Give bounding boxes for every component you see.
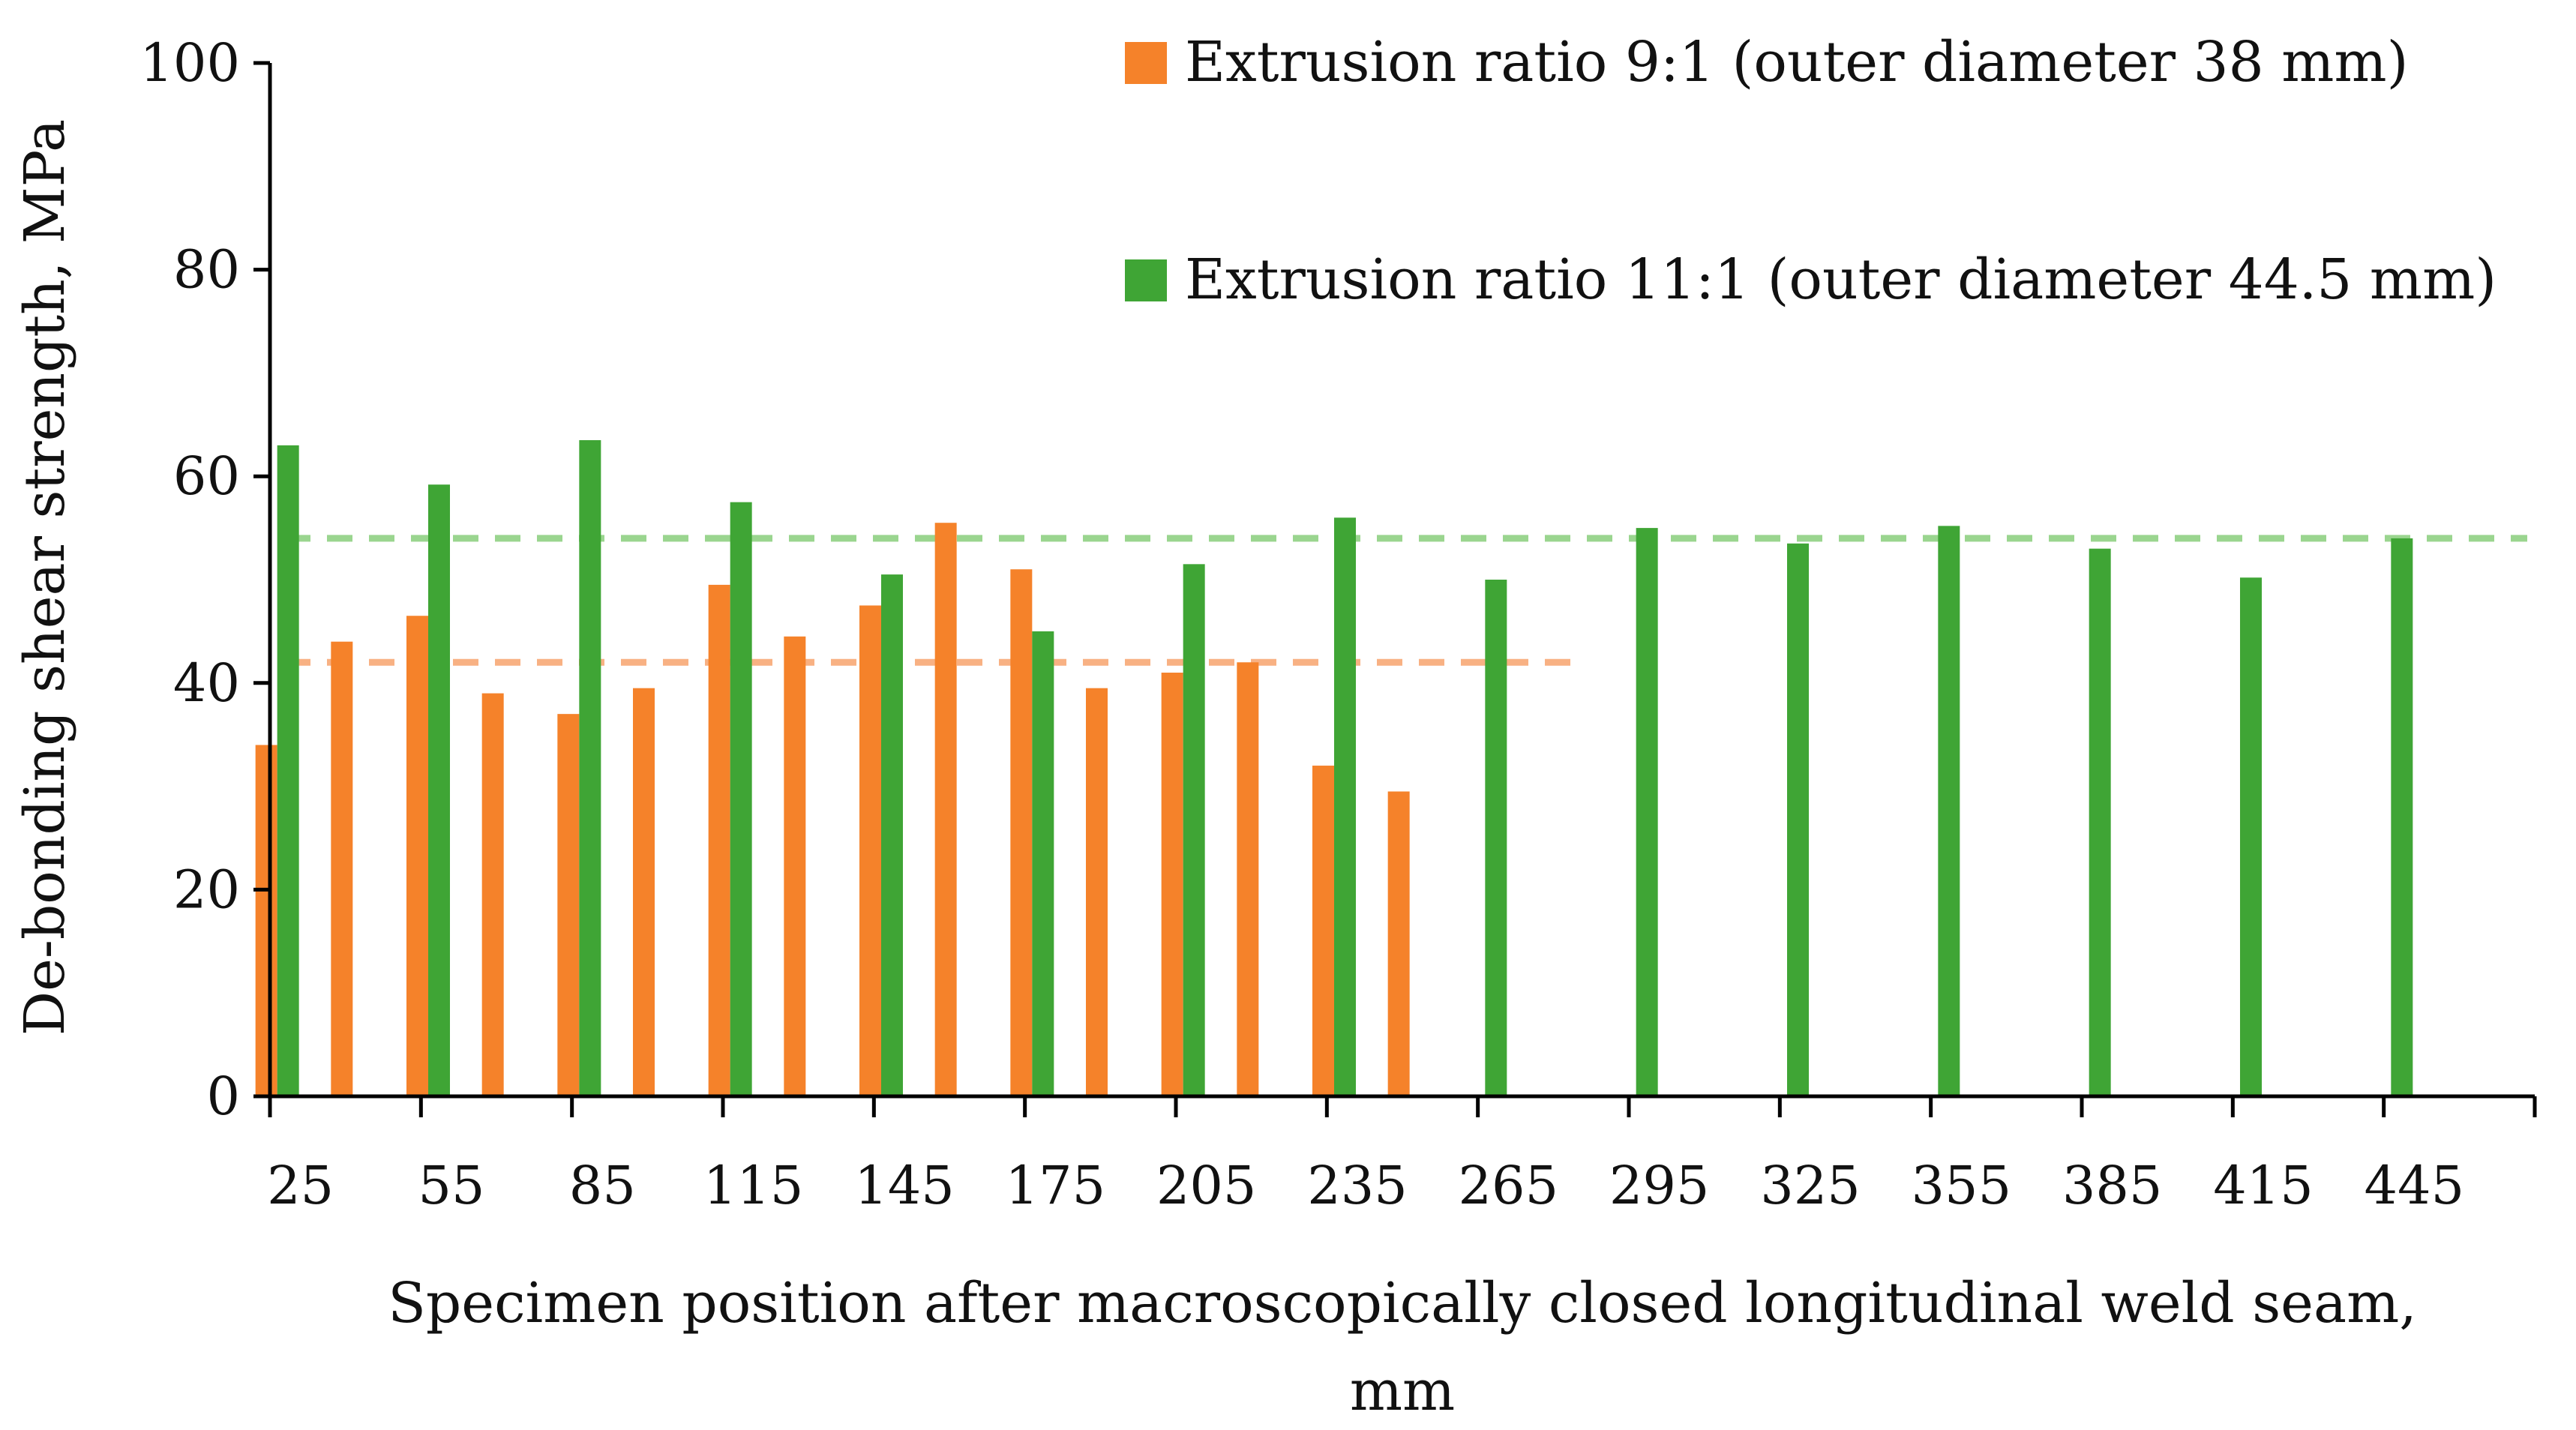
bar-ratio-11-1 [1787, 543, 1809, 1096]
bar-ratio-9-1 [1237, 662, 1259, 1096]
bar-ratio-9-1 [633, 688, 655, 1096]
bar-ratio-9-1 [557, 714, 580, 1096]
x-tick-label: 205 [1156, 1155, 1257, 1216]
legend: Extrusion ratio 9:1 (outer diameter 38 m… [1125, 30, 2497, 312]
x-axis-title-line2: mm [1350, 1359, 1455, 1423]
bar-ratio-11-1 [1938, 526, 1960, 1096]
x-axis-title-line1: Specimen position after macroscopically … [388, 1271, 2417, 1336]
bar-ratio-9-1 [784, 636, 806, 1096]
x-tick-label: 325 [1760, 1155, 1861, 1216]
bar-ratio-11-1 [2391, 538, 2413, 1096]
bar-ratio-11-1 [881, 574, 903, 1096]
x-tick-label: 55 [418, 1155, 484, 1216]
x-tick-label: 25 [267, 1155, 334, 1216]
y-tick-label: 20 [173, 859, 240, 920]
bar-ratio-9-1 [1010, 569, 1033, 1096]
bar-ratio-11-1 [730, 502, 752, 1096]
legend-item-ratio-11-1-label: Extrusion ratio 11:1 (outer diameter 44.… [1185, 247, 2497, 312]
bar-ratio-11-1 [1334, 517, 1356, 1096]
bar-ratio-9-1 [1086, 688, 1108, 1096]
bar-ratio-11-1 [2089, 548, 2111, 1096]
bar-ratio-9-1 [859, 605, 881, 1096]
bar-ratio-9-1 [331, 641, 353, 1096]
bar-ratio-9-1 [1161, 673, 1183, 1096]
legend-item-ratio-11-1-swatch [1125, 259, 1167, 301]
bars [255, 439, 2413, 1096]
legend-item-ratio-9-1-swatch [1125, 42, 1167, 84]
bar-ratio-9-1 [406, 616, 428, 1096]
bar-ratio-11-1 [2240, 577, 2262, 1096]
bar-ratio-11-1 [1032, 631, 1054, 1096]
bar-ratio-11-1 [1636, 528, 1658, 1096]
x-tick-label: 385 [2062, 1155, 2163, 1216]
x-tick-label: 85 [569, 1155, 636, 1216]
bar-ratio-9-1 [934, 523, 957, 1096]
y-axis-title: De-bonding shear strength, MPa [13, 119, 77, 1036]
bar-ratio-11-1 [579, 439, 601, 1096]
x-tick-label: 235 [1307, 1155, 1408, 1216]
y-tick-label: 80 [173, 239, 240, 301]
bar-ratio-11-1 [277, 445, 299, 1096]
x-tick-label: 145 [854, 1155, 955, 1216]
y-tick-label: 100 [139, 32, 240, 94]
y-tick-label: 0 [206, 1066, 240, 1127]
x-tick-label: 445 [2365, 1155, 2465, 1216]
bar-ratio-11-1 [428, 484, 450, 1096]
x-tick-label: 175 [1006, 1155, 1106, 1216]
average-lines [285, 535, 2527, 666]
bar-ratio-9-1 [708, 584, 730, 1096]
bar-ratio-9-1 [1312, 766, 1334, 1096]
axes: 0 20 40 60 80 100 25 55 85 115 145 175 205 235 265 295 3… [139, 32, 2537, 1216]
bar-ratio-9-1 [481, 693, 504, 1096]
bar-ratio-11-1 [1485, 580, 1507, 1096]
x-tick-label: 415 [2213, 1155, 2314, 1216]
y-tick-label: 40 [173, 652, 240, 714]
bar-ratio-9-1 [255, 745, 277, 1096]
legend-item-ratio-9-1-label: Extrusion ratio 9:1 (outer diameter 38 m… [1185, 30, 2408, 94]
bar-ratio-9-1 [1387, 791, 1410, 1096]
x-tick-label: 295 [1609, 1155, 1710, 1216]
bar-ratio-11-1 [1183, 564, 1205, 1096]
x-tick-label: 355 [1912, 1155, 2012, 1216]
y-tick-label: 60 [173, 445, 240, 507]
x-tick-label: 265 [1459, 1155, 1559, 1216]
x-tick-label: 115 [703, 1155, 804, 1216]
